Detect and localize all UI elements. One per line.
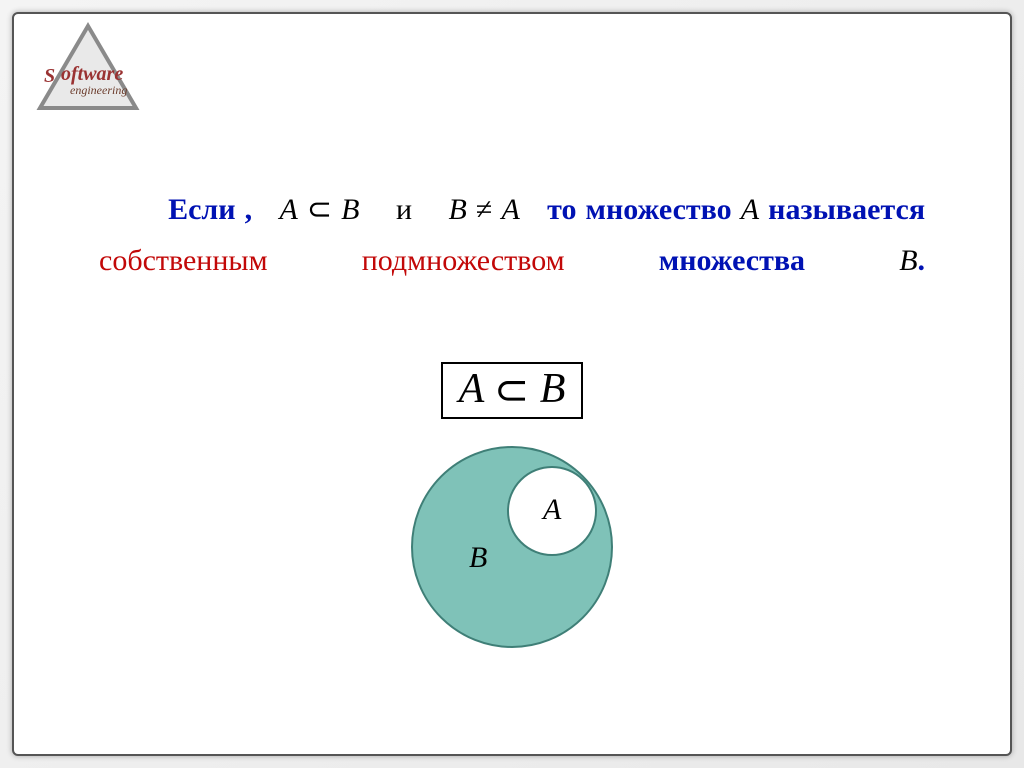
venn-diagram: BA [397,439,627,655]
venn-label-a: A [541,493,562,526]
logo-sub-text: engineering [70,83,127,97]
ofset-b: B [899,244,917,277]
outer-frame: S oftware engineering Если , A ⊂ B и B [0,0,1024,768]
venn-svg: BA [397,439,627,655]
word-if: Если , [168,193,252,226]
formula-subset: ⊂ [494,368,529,414]
formula-b: B [540,366,566,412]
cond-subset: ⊂ [307,193,332,226]
formula-box: A ⊂ B [441,362,584,419]
logo-main-text: oftware [61,63,123,85]
cond-neq: ≠ [476,193,492,226]
logo-svg: S oftware engineering [28,22,158,122]
cond-b: B [341,193,359,226]
venn-set-b [412,447,612,647]
cond-a2: A [501,193,519,226]
logo-s-initial: S [44,65,55,87]
word-then: то множество [547,193,732,226]
venn-label-b: B [469,541,487,574]
word-proper: собственным [99,244,268,277]
word-subset: подмножеством [362,244,565,277]
then-a: A [741,193,759,226]
cond-b2: B [448,193,466,226]
slide-frame: S oftware engineering Если , A ⊂ B и B [12,12,1012,756]
word-called: называется [768,193,925,226]
cond-a: A [279,193,297,226]
logo: S oftware engineering [28,22,158,122]
definition-text: Если , A ⊂ B и B ≠ A то множество A [99,184,925,337]
word-ofset: множества [659,244,805,277]
word-and: и [396,193,412,226]
period: . [918,244,926,277]
content: Если , A ⊂ B и B ≠ A то множество A [99,184,925,655]
formula-a: A [459,366,484,412]
